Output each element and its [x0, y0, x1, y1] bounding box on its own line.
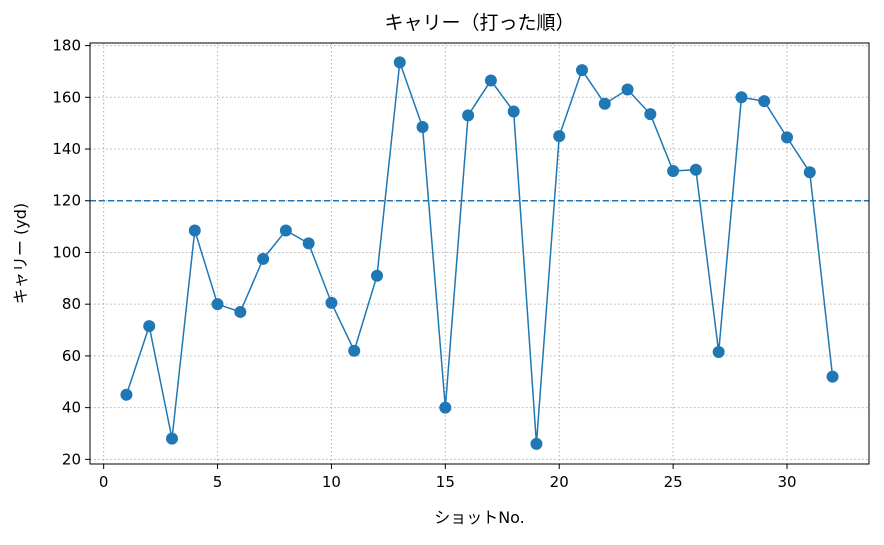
- data-point: [211, 298, 224, 311]
- data-point: [462, 109, 475, 122]
- data-point: [735, 91, 748, 104]
- data-point: [348, 344, 361, 357]
- data-point: [234, 305, 247, 318]
- data-point: [689, 163, 702, 176]
- data-point: [416, 121, 429, 134]
- series: [120, 56, 839, 450]
- y-axis-ticks: 20 40 60 80 100 120 140 160 180: [52, 37, 90, 468]
- data-point: [257, 252, 270, 265]
- data-point: [120, 388, 133, 401]
- data-point: [576, 64, 588, 77]
- data-point: [507, 105, 520, 118]
- data-point: [302, 237, 315, 250]
- x-tick-label: 20: [550, 473, 569, 491]
- data-point: [644, 108, 657, 121]
- y-tick-label: 40: [62, 399, 81, 417]
- data-point: [598, 97, 611, 110]
- x-tick-label: 30: [777, 473, 796, 491]
- data-point: [393, 56, 406, 69]
- y-tick-label: 60: [62, 347, 81, 365]
- chart-title: キャリー（打った順）: [384, 12, 574, 34]
- data-point: [826, 370, 839, 383]
- data-point: [188, 224, 201, 237]
- y-tick-label: 120: [52, 192, 81, 210]
- x-tick-label: 15: [436, 473, 455, 491]
- data-point: [781, 131, 793, 144]
- data-point: [712, 346, 725, 359]
- x-axis-label: ショットNo.: [434, 508, 525, 527]
- x-tick-label: 0: [99, 473, 109, 491]
- data-point: [143, 320, 156, 333]
- data-point: [803, 166, 816, 179]
- x-tick-label: 25: [664, 473, 683, 491]
- y-tick-label: 160: [52, 88, 81, 106]
- data-point: [484, 74, 497, 87]
- data-point: [758, 95, 771, 108]
- y-tick-label: 80: [62, 295, 81, 313]
- data-point: [553, 130, 566, 143]
- y-tick-label: 140: [52, 140, 81, 158]
- data-point: [621, 83, 634, 96]
- y-tick-label: 100: [52, 243, 81, 261]
- plot-frame: [89, 42, 870, 465]
- data-point: [166, 432, 178, 445]
- y-tick-label: 20: [62, 450, 81, 468]
- data-point: [667, 165, 680, 178]
- x-tick-label: 5: [213, 473, 223, 491]
- data-point: [371, 269, 383, 282]
- y-axis-label: キャリー (yd): [11, 203, 30, 304]
- data-point: [439, 401, 452, 414]
- data-point: [530, 437, 543, 450]
- series-line: [125, 62, 834, 444]
- x-tick-label: 10: [322, 473, 341, 491]
- x-axis-ticks: 0 5 10 15 20 25 30: [99, 464, 797, 491]
- y-tick-label: 180: [52, 37, 81, 55]
- data-point: [279, 224, 292, 237]
- data-point: [325, 296, 338, 309]
